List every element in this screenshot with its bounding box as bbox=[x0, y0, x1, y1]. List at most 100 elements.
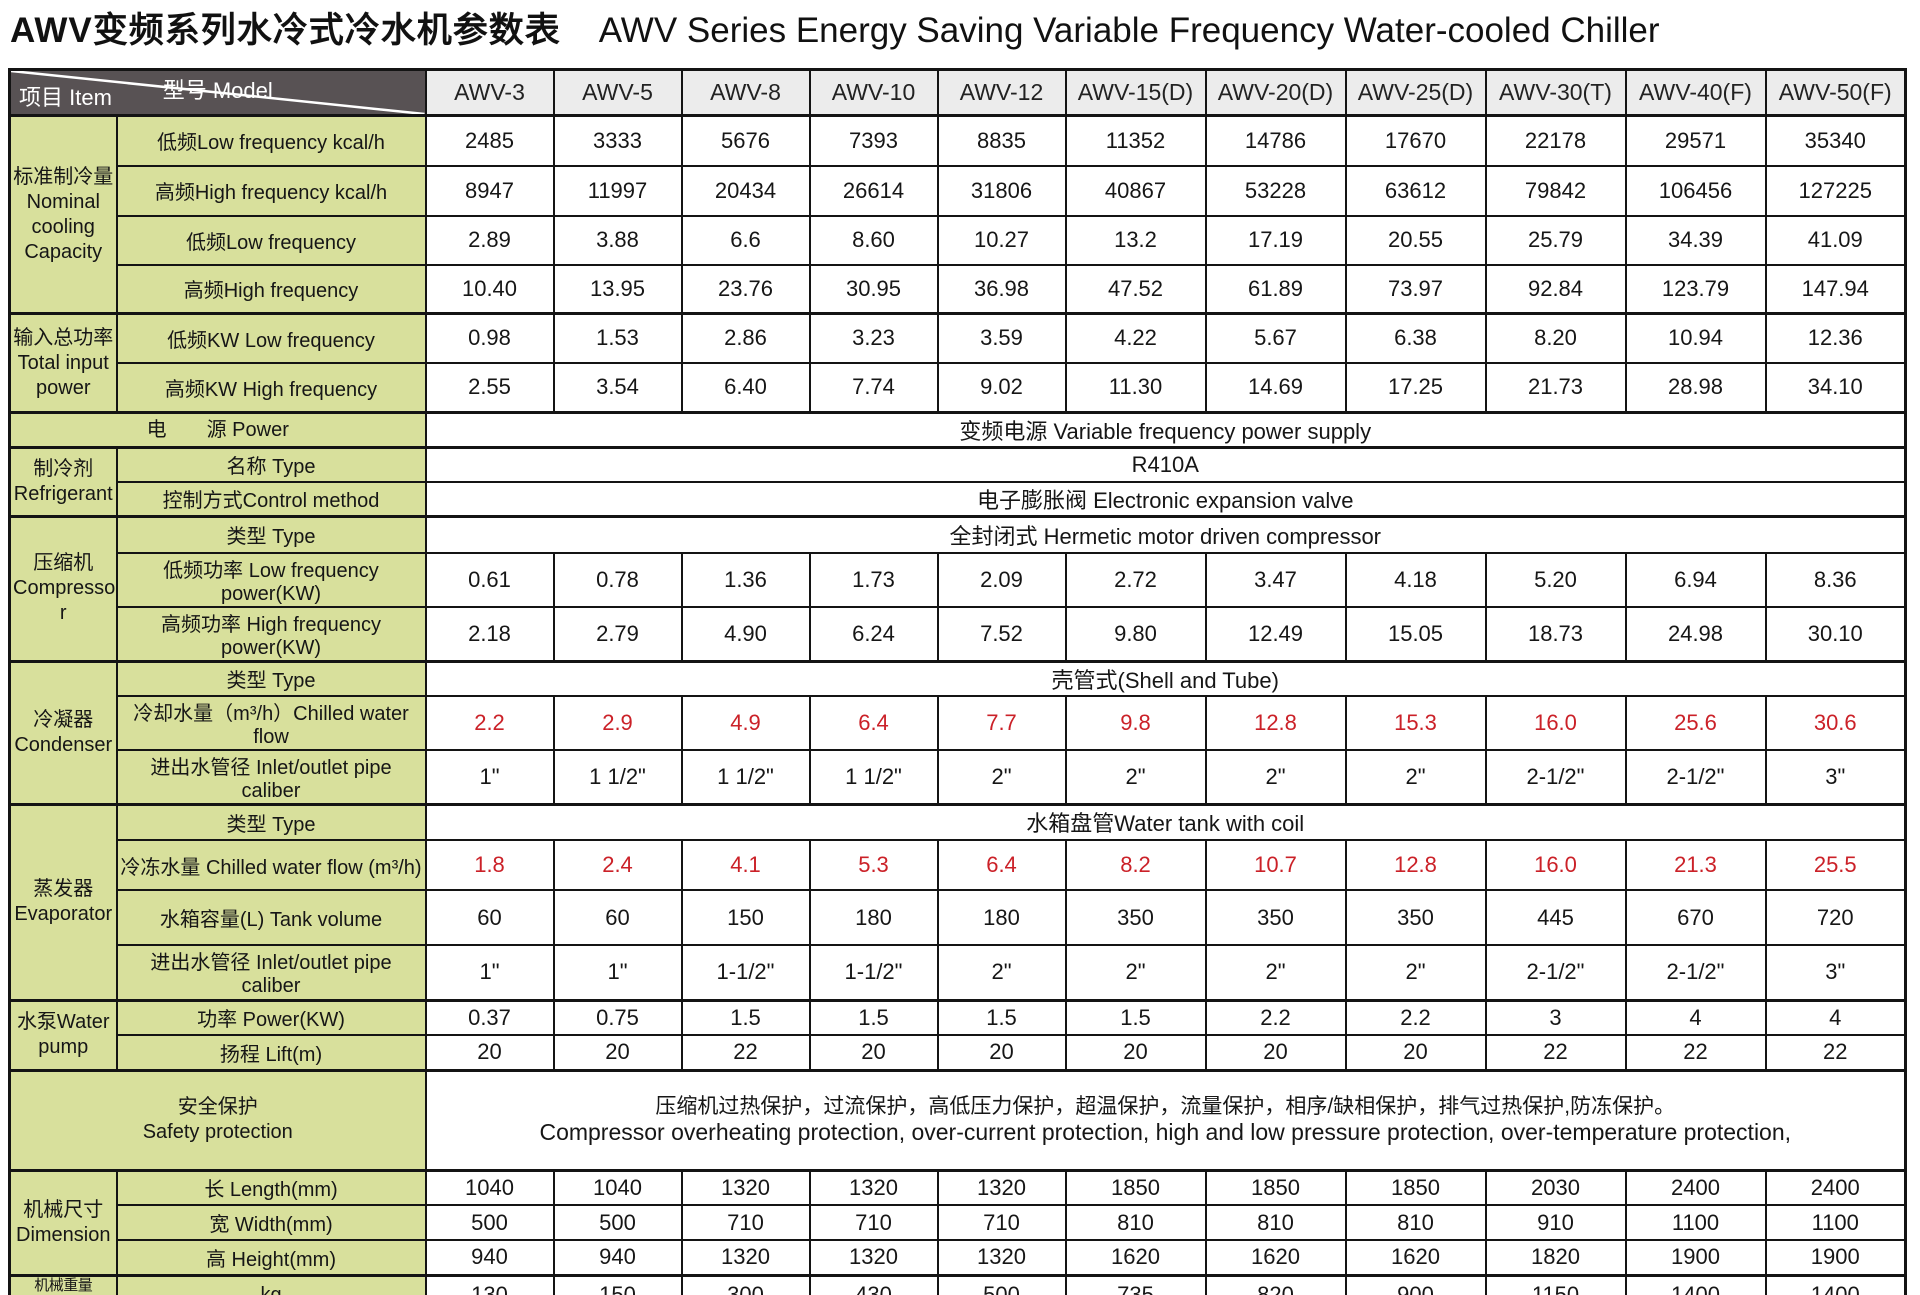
value-cell: 500 bbox=[424, 1204, 555, 1241]
value-cell: 20.55 bbox=[1344, 214, 1487, 266]
value-cell: 22 bbox=[1624, 1034, 1767, 1071]
value-cell: 2.4 bbox=[552, 839, 683, 891]
row-label: 冷却水量（m³/h）Chilled water flow bbox=[115, 694, 427, 751]
value-cell: 5.3 bbox=[808, 839, 939, 891]
model-column-header: AWV-40(F) bbox=[1624, 68, 1767, 117]
value-cell: 12.36 bbox=[1764, 312, 1907, 364]
table-row: 控制方式Control method 电子膨胀阀 Electronic expan… bbox=[10, 480, 1907, 518]
table-row: 压缩机 Compresso r 类型 Type 全封闭式 Hermetic moto… bbox=[8, 515, 1907, 662]
value-cell: 20 bbox=[1344, 1034, 1487, 1071]
value-cell: 9.8 bbox=[1064, 694, 1207, 751]
value-cell: 2.9 bbox=[552, 694, 683, 751]
value-cell: 21.73 bbox=[1484, 361, 1627, 414]
value-cell: 2" bbox=[936, 748, 1067, 805]
table-row: 进出水管径 Inlet/outlet pipe caliber 1" 1" 1-1/2… bbox=[10, 944, 1907, 1001]
value-cell: 4.9 bbox=[680, 694, 811, 751]
value-cell: 6.4 bbox=[808, 694, 939, 751]
value-cell: 1820 bbox=[1484, 1239, 1627, 1276]
value-cell: 1900 bbox=[1624, 1239, 1767, 1276]
table-row: 输入总功率 Total input power 低频KW Low frequenc… bbox=[8, 312, 1907, 414]
model-column-header: AWV-30(T) bbox=[1484, 68, 1627, 117]
value-cell: 2.79 bbox=[552, 605, 683, 662]
value-cell: 0.98 bbox=[424, 312, 555, 364]
value-cell: 1320 bbox=[808, 1168, 939, 1206]
value-cell: 1 1/2" bbox=[808, 748, 939, 805]
value-cell: 8.36 bbox=[1764, 551, 1907, 608]
value-cell: 20434 bbox=[680, 164, 811, 217]
value-cell: 20 bbox=[1064, 1034, 1207, 1071]
value-cell: 2400 bbox=[1764, 1168, 1907, 1206]
value-cell: 150 bbox=[680, 889, 811, 946]
value-cell: 2.09 bbox=[936, 551, 1067, 608]
model-column-header: AWV-10 bbox=[808, 68, 939, 117]
row-label: 水箱容量(L) Tank volume bbox=[115, 889, 427, 946]
value-cell: 910 bbox=[1484, 1204, 1627, 1241]
value-cell: 12.49 bbox=[1204, 605, 1347, 662]
value-cell: 1.73 bbox=[808, 551, 939, 608]
value-cell: 5.67 bbox=[1204, 312, 1347, 364]
value-cell: 1320 bbox=[936, 1239, 1067, 1276]
diagonal-line bbox=[11, 71, 424, 114]
value-cell: 1.5 bbox=[808, 998, 939, 1036]
value-cell: 2" bbox=[1064, 748, 1207, 805]
span-value-cell: 全封闭式 Hermetic motor driven compressor bbox=[424, 515, 1907, 554]
row-label: 高频High frequency bbox=[115, 263, 427, 315]
value-cell: 22 bbox=[1764, 1034, 1907, 1071]
value-cell: 11997 bbox=[552, 164, 683, 217]
value-cell: 1.5 bbox=[1064, 998, 1207, 1036]
value-cell: 26614 bbox=[808, 164, 939, 217]
value-cell: 810 bbox=[1064, 1204, 1207, 1241]
value-cell: 17.25 bbox=[1344, 361, 1487, 414]
value-cell: 10.7 bbox=[1204, 839, 1347, 891]
table-row: 制冷剂 Refrigerant 名称 Type R410A bbox=[8, 446, 1907, 518]
value-cell: 3" bbox=[1764, 748, 1907, 805]
value-cell: 500 bbox=[936, 1273, 1067, 1295]
row-label: 长 Length(mm) bbox=[115, 1168, 427, 1206]
value-cell: 0.61 bbox=[424, 551, 555, 608]
value-cell: 12.8 bbox=[1344, 839, 1487, 891]
value-cell: 12.8 bbox=[1204, 694, 1347, 751]
model-column-header: AWV-20(D) bbox=[1204, 68, 1347, 117]
value-cell: 61.89 bbox=[1204, 263, 1347, 315]
row-group-label: 机械重量Weight bbox=[8, 1273, 118, 1295]
value-cell: 8947 bbox=[424, 164, 555, 217]
value-cell: 6.24 bbox=[808, 605, 939, 662]
value-cell: 20 bbox=[1204, 1034, 1347, 1071]
value-cell: 180 bbox=[936, 889, 1067, 946]
row-label: 扬程 Lift(m) bbox=[115, 1034, 427, 1071]
row-group-label: 安全保护 Safety protection bbox=[8, 1068, 427, 1171]
value-cell: 127225 bbox=[1764, 164, 1907, 217]
row-label: 高频High frequency kcal/h bbox=[115, 164, 427, 217]
value-cell: 22 bbox=[1484, 1034, 1627, 1071]
value-cell: 4.90 bbox=[680, 605, 811, 662]
value-cell: 11352 bbox=[1064, 114, 1207, 167]
value-cell: 2.89 bbox=[424, 214, 555, 266]
value-cell: 2030 bbox=[1484, 1168, 1627, 1206]
value-cell: 28.98 bbox=[1624, 361, 1767, 414]
value-cell: 735 bbox=[1064, 1273, 1207, 1295]
row-label: 类型 Type bbox=[115, 802, 427, 841]
value-cell: 445 bbox=[1484, 889, 1627, 946]
value-cell: 810 bbox=[1204, 1204, 1347, 1241]
value-cell: 6.94 bbox=[1624, 551, 1767, 608]
row-label: 冷冻水量 Chilled water flow (m³/h) bbox=[115, 839, 427, 891]
value-cell: 34.10 bbox=[1764, 361, 1907, 414]
value-cell: 25.6 bbox=[1624, 694, 1767, 751]
value-cell: 500 bbox=[552, 1204, 683, 1241]
value-cell: 20 bbox=[808, 1034, 939, 1071]
value-cell: 3333 bbox=[552, 114, 683, 167]
value-cell: 3.47 bbox=[1204, 551, 1347, 608]
page-title: AWV变频系列水冷式冷水机参数表 AWV Series Energy Saving… bbox=[10, 2, 1660, 53]
row-group-label: 机械尺寸 Dimension bbox=[8, 1168, 118, 1276]
value-cell: 5676 bbox=[680, 114, 811, 167]
value-cell: 3.54 bbox=[552, 361, 683, 414]
value-cell: 720 bbox=[1764, 889, 1907, 946]
value-cell: 2" bbox=[1204, 944, 1347, 1001]
value-cell: 24.98 bbox=[1624, 605, 1767, 662]
value-cell: 25.5 bbox=[1764, 839, 1907, 891]
value-cell: 810 bbox=[1344, 1204, 1487, 1241]
table-row: 高 Height(mm) 940 940 1320 1320 1320 1620 1620 16… bbox=[10, 1239, 1907, 1276]
value-cell: 1" bbox=[424, 944, 555, 1001]
value-cell: 7.74 bbox=[808, 361, 939, 414]
